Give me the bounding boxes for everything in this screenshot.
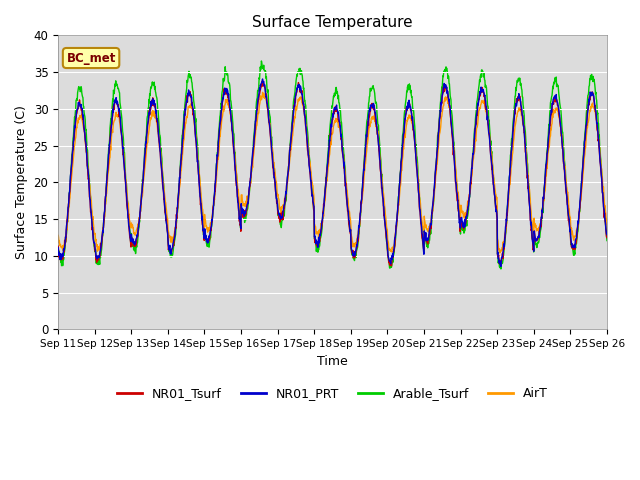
Title: Surface Temperature: Surface Temperature <box>252 15 413 30</box>
Legend: NR01_Tsurf, NR01_PRT, Arable_Tsurf, AirT: NR01_Tsurf, NR01_PRT, Arable_Tsurf, AirT <box>112 383 553 406</box>
X-axis label: Time: Time <box>317 355 348 368</box>
Text: BC_met: BC_met <box>67 51 116 64</box>
Y-axis label: Surface Temperature (C): Surface Temperature (C) <box>15 106 28 259</box>
